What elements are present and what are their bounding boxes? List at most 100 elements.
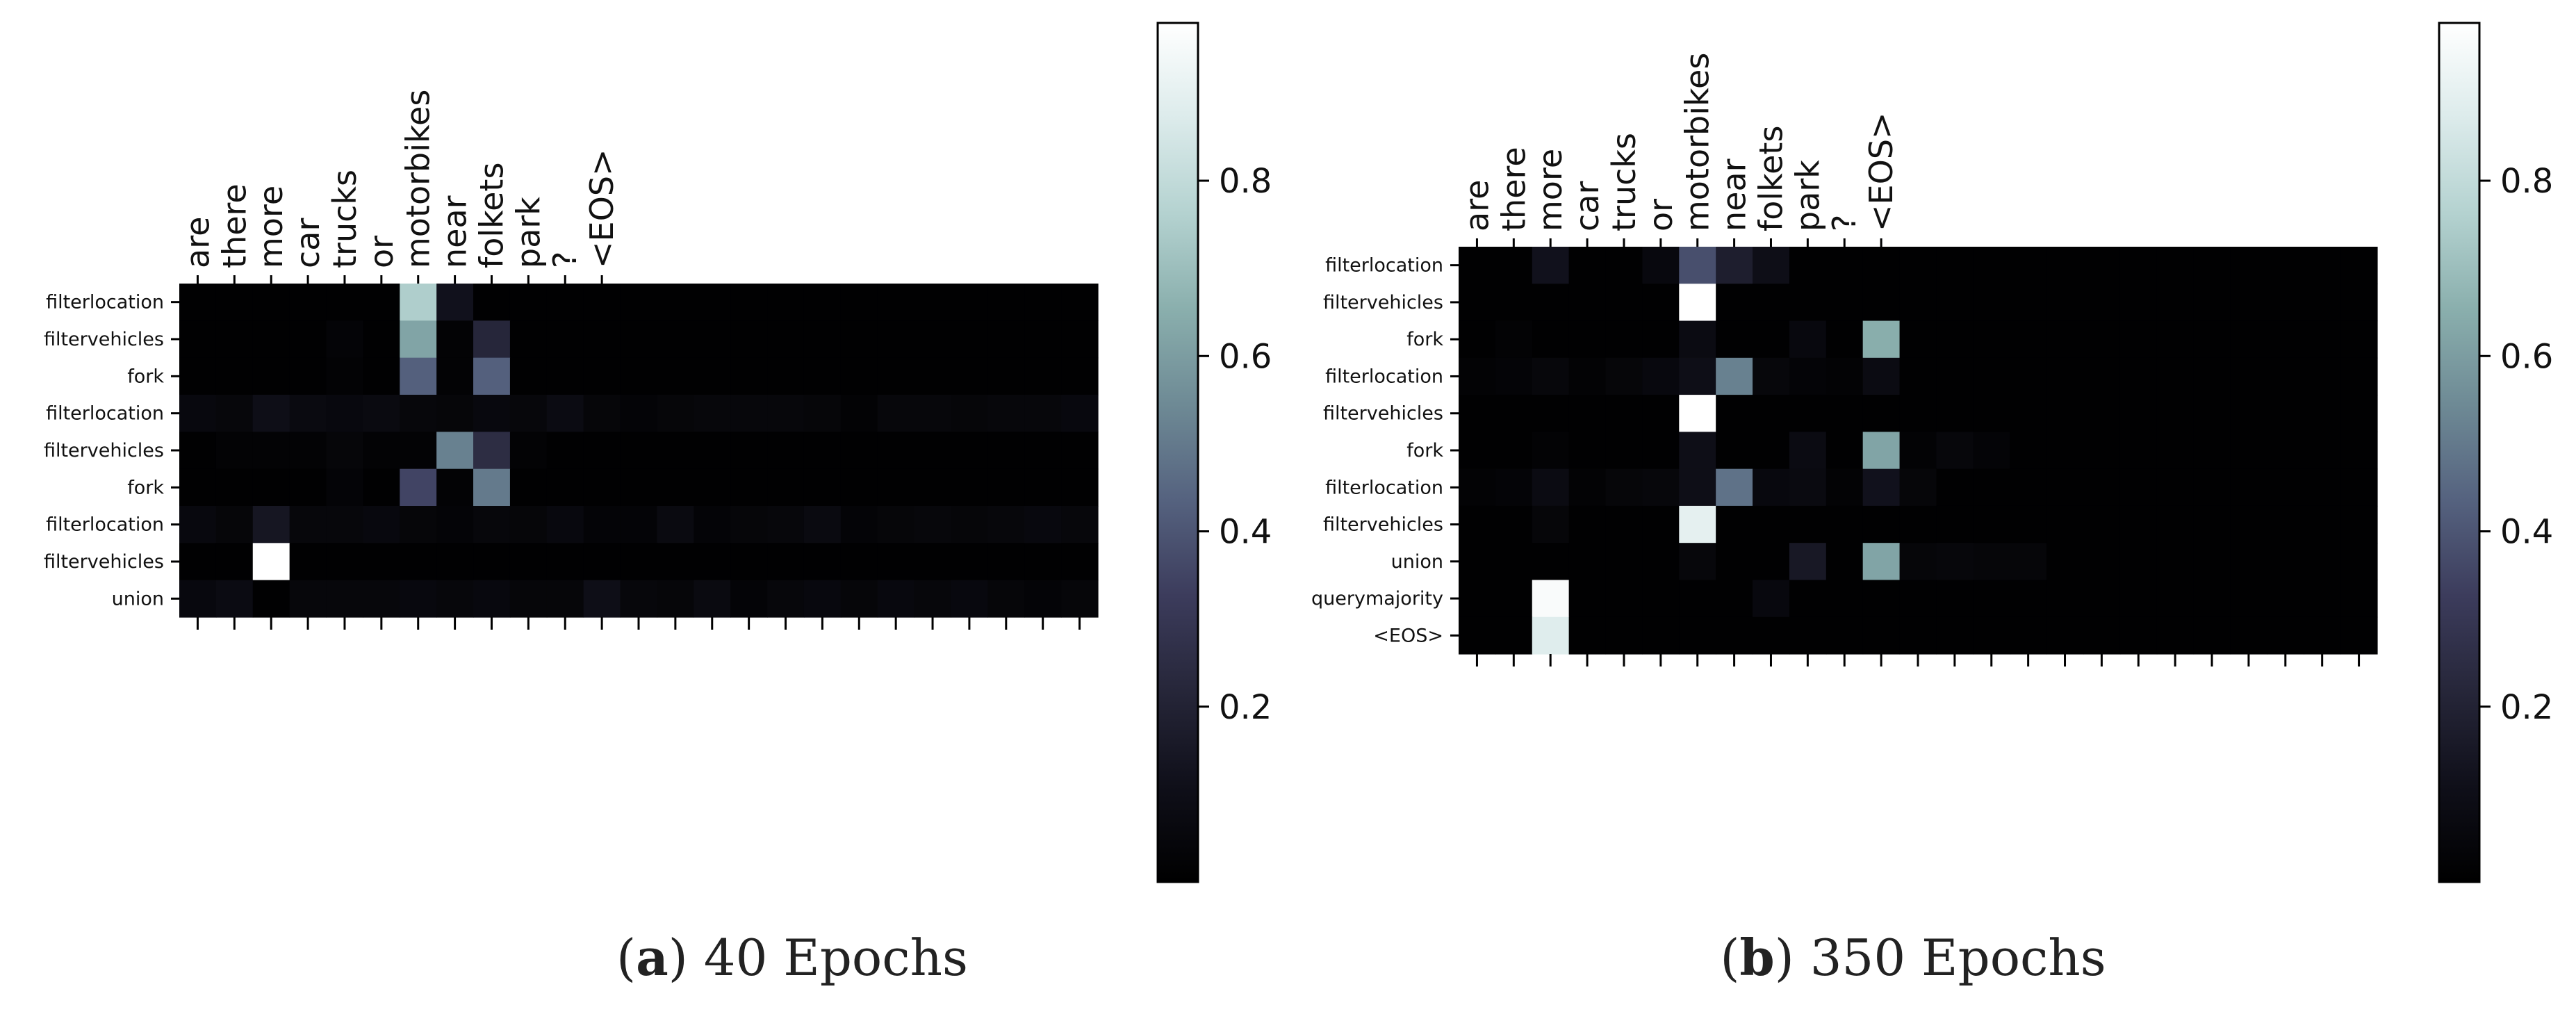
heatmap-cell	[1973, 505, 2010, 543]
heatmap-cell	[1899, 395, 1937, 432]
heatmap-cell	[252, 357, 290, 395]
y-row-label: filterlocation	[1325, 255, 1443, 277]
heatmap-cell	[1061, 284, 1099, 321]
heatmap-cell	[1973, 284, 2010, 322]
heatmap-cell	[289, 395, 327, 432]
heatmap-cell	[803, 580, 842, 618]
heatmap-cell	[657, 357, 694, 395]
heatmap-cell	[1024, 395, 1062, 432]
heatmap-cell	[620, 580, 658, 618]
heatmap-cell	[2010, 505, 2047, 543]
heatmap-cell	[215, 543, 254, 581]
heatmap-cell	[2083, 357, 2121, 395]
heatmap-cell	[1459, 284, 1496, 322]
colorbar-tick-label: 0.6	[2500, 337, 2553, 376]
heatmap-cell	[179, 543, 217, 581]
heatmap-cell	[620, 395, 658, 432]
heatmap-cell	[2046, 395, 2084, 432]
heatmap-cell	[2193, 320, 2231, 359]
heatmap-cell	[694, 284, 731, 321]
heatmap-cell	[1061, 357, 1099, 395]
heatmap-cell	[1789, 320, 1827, 359]
heatmap-cell	[1642, 543, 1680, 581]
heatmap-cell	[2083, 432, 2121, 470]
heatmap-cell	[1789, 284, 1827, 322]
heatmap-cell	[400, 320, 437, 359]
heatmap-cell	[400, 395, 437, 432]
heatmap-cell	[2010, 395, 2047, 432]
x-token-label: car	[289, 218, 327, 268]
heatmap-cell	[583, 543, 621, 581]
heatmap-cell	[730, 395, 768, 432]
heatmap-cell	[2340, 543, 2378, 581]
heatmap-cell	[1789, 432, 1827, 470]
heatmap-cell	[179, 357, 217, 395]
heatmap-cell	[1495, 468, 1533, 507]
heatmap-cell	[363, 395, 400, 432]
y-row-label: fork	[1406, 329, 1443, 350]
heatmap-cell	[951, 580, 988, 618]
heatmap-cell	[2083, 320, 2121, 359]
heatmap-cell	[289, 432, 327, 470]
heatmap-cell	[1532, 616, 1570, 655]
heatmap-cell	[289, 357, 327, 395]
x-token-label: park	[1789, 160, 1826, 231]
heatmap-cell	[877, 543, 915, 581]
heatmap-cell	[1532, 505, 1570, 543]
heatmap-cell	[1459, 580, 1496, 618]
heatmap-cell	[1899, 247, 1937, 284]
heatmap-cell	[2267, 543, 2304, 581]
heatmap-cell	[1605, 395, 1643, 432]
x-token-label: there	[215, 183, 253, 268]
heatmap-cell	[951, 506, 988, 543]
heatmap-cell	[1679, 247, 1716, 284]
heatmap-cell	[2267, 284, 2304, 322]
heatmap-cell	[436, 543, 474, 581]
heatmap-cell	[2119, 432, 2158, 470]
heatmap-cell	[215, 357, 254, 395]
heatmap-cell	[1973, 247, 2010, 284]
heatmap-cell	[1532, 357, 1570, 395]
heatmap-cell	[179, 395, 217, 432]
heatmap-cell	[436, 580, 474, 618]
heatmap-cell	[1753, 320, 1790, 359]
caption-b-text: 350 Epochs	[1810, 929, 2106, 987]
colorbar-tick-label: 0.4	[1219, 513, 1272, 552]
heatmap-cell	[987, 543, 1025, 581]
heatmap-cell	[2156, 320, 2194, 359]
heatmap-cell	[1568, 543, 1607, 581]
heatmap-cell	[1061, 320, 1099, 359]
heatmap-cell	[2340, 320, 2378, 359]
heatmap-cell	[509, 580, 548, 618]
heatmap-cell	[179, 468, 217, 507]
heatmap-cell	[803, 395, 842, 432]
heatmap-cell	[840, 506, 878, 543]
heatmap-cell	[2010, 468, 2047, 507]
heatmap-cell	[473, 506, 511, 543]
heatmap-cell	[1826, 432, 1864, 470]
heatmap-cell	[2193, 468, 2231, 507]
heatmap-cell	[363, 543, 400, 581]
heatmap-cell	[546, 357, 584, 395]
heatmap-cell	[289, 468, 327, 507]
heatmap-cell	[1789, 247, 1827, 284]
heatmap-cell	[1605, 247, 1643, 284]
heatmap-cell	[2193, 580, 2231, 618]
heatmap-cell	[2046, 580, 2084, 618]
caption-b-label: b	[1739, 928, 1775, 987]
heatmap-cell	[1568, 284, 1607, 322]
heatmap-cell	[436, 506, 474, 543]
heatmap-cell	[840, 320, 878, 359]
heatmap-cell	[840, 357, 878, 395]
heatmap-cell	[2046, 432, 2084, 470]
x-token-label: trucks	[1605, 133, 1643, 231]
heatmap-cell	[2304, 357, 2341, 395]
heatmap-cell	[2304, 247, 2341, 284]
heatmap-cell	[914, 468, 952, 507]
heatmap-cell	[2193, 247, 2231, 284]
heatmap-cell	[2230, 357, 2267, 395]
heatmap-cell	[987, 506, 1025, 543]
heatmap-cell	[2010, 284, 2047, 322]
heatmap-cell	[730, 468, 768, 507]
heatmap-cell	[1532, 320, 1570, 359]
